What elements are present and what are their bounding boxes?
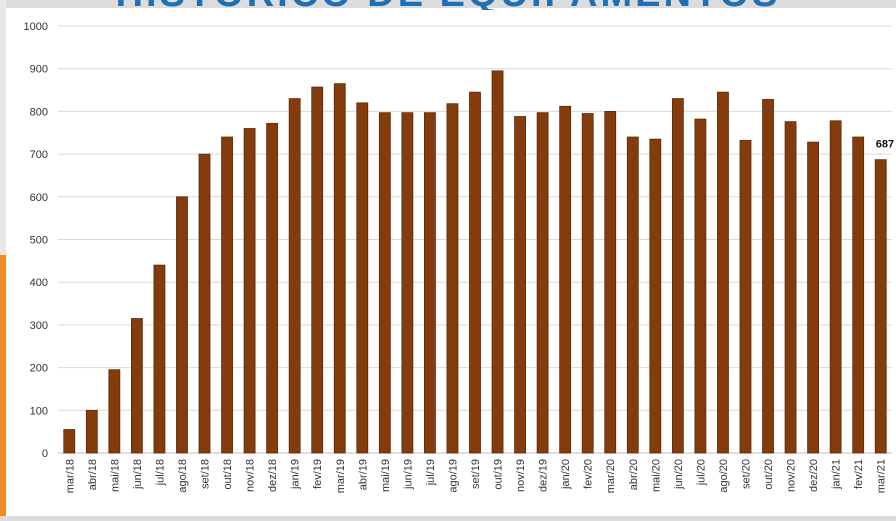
x-tick-label: mar/20 [605,459,617,493]
x-tick-label: abr/19 [357,459,369,490]
bar [311,86,324,454]
x-tick-label: mai/18 [109,459,121,492]
x-tick-label: set/18 [200,459,212,489]
bar [491,70,504,454]
x-tick-label: jul/19 [425,459,437,486]
x-tick-label: out/18 [222,459,234,490]
bar [85,409,98,454]
y-tick-label: 900 [30,64,48,76]
y-tick-label: 400 [30,277,48,289]
x-tick-label: ago/19 [447,459,459,493]
y-tick-label: 700 [30,149,48,161]
y-tick-label: 100 [30,405,48,417]
bar [446,103,459,454]
bar [581,113,594,454]
bar [514,116,526,454]
x-tick-label: fev/21 [853,459,865,489]
bar [356,102,369,454]
bar [536,112,549,454]
x-tick-label: jan/21 [831,459,843,490]
bar [694,118,707,454]
bar [108,369,121,454]
chart-area[interactable]: 0 100 200 300 400 500 600 700 800 900 1000 mar/18 ab… [6,8,896,516]
x-tick-label: set/20 [740,459,752,489]
bar [874,159,887,454]
bar [717,91,729,454]
x-tick-label: dez/20 [808,459,820,492]
y-tick-label: 200 [30,363,48,375]
bar [176,196,188,454]
bar [266,122,279,454]
x-tick-label: mai/20 [650,459,662,492]
bar [221,136,233,454]
bar [829,120,842,454]
bar [130,318,143,454]
bar [649,138,662,454]
bar [784,121,797,454]
x-tick-label: mai/19 [380,459,392,492]
bar [243,128,256,454]
bar [288,98,301,454]
x-tick-label: ago/20 [718,459,730,493]
y-tick-label: 1000 [24,21,48,33]
x-tick-label: jun/20 [673,459,685,490]
y-tick-label: 300 [30,320,48,332]
x-tick-label: abr/20 [628,459,640,490]
x-tick-label: out/19 [493,459,505,490]
x-tick-label: set/19 [470,459,482,489]
bar [559,105,572,454]
bar [424,112,436,454]
x-tick-label: mar/21 [876,459,888,493]
y-tick-label: 800 [30,106,48,118]
bar [604,111,617,454]
bar-chart: 0 100 200 300 400 500 600 700 800 900 1000 mar/18 ab… [24,21,895,493]
x-tick-label: mar/19 [335,459,347,493]
x-tick-label: nov/19 [515,459,527,492]
x-tick-label: jan/19 [290,459,302,490]
x-tick-label: fev/19 [312,459,324,489]
bar [153,264,166,454]
y-tick-label: 600 [30,192,48,204]
bar [671,98,684,454]
bar [198,153,211,454]
x-tick-label: out/20 [763,459,775,490]
x-tick-label: dez/18 [267,459,279,492]
x-tick-label: abr/18 [87,459,99,490]
bar [626,136,639,454]
x-tick-label: jul/20 [695,459,707,486]
y-tick-label: 500 [30,235,48,247]
data-label: 687 [876,139,894,151]
bar [739,140,752,454]
x-tick-label: mar/18 [64,459,76,493]
bar [807,141,820,454]
bar [401,112,414,454]
accent-bar [0,255,6,516]
bar [469,91,481,454]
x-tick-label: fev/20 [583,459,595,489]
x-tick-label: nov/18 [245,459,257,492]
bar [762,99,774,454]
x-tick-label: dez/19 [538,459,550,492]
x-tick-label: jan/20 [560,459,572,490]
bar [378,112,391,454]
x-tick-label: nov/20 [786,459,798,492]
x-tick-label: ago/18 [177,459,189,493]
x-tick-label: jun/18 [132,459,144,490]
bar [333,83,346,454]
chart-title: HISTÓRICO DE EQUIPAMENTOS [0,0,896,10]
bar [63,429,76,454]
x-tick-label: jul/18 [154,459,166,486]
y-tick-label: 0 [42,448,48,460]
x-tick-label: jun/19 [402,459,414,490]
bar [852,136,865,454]
